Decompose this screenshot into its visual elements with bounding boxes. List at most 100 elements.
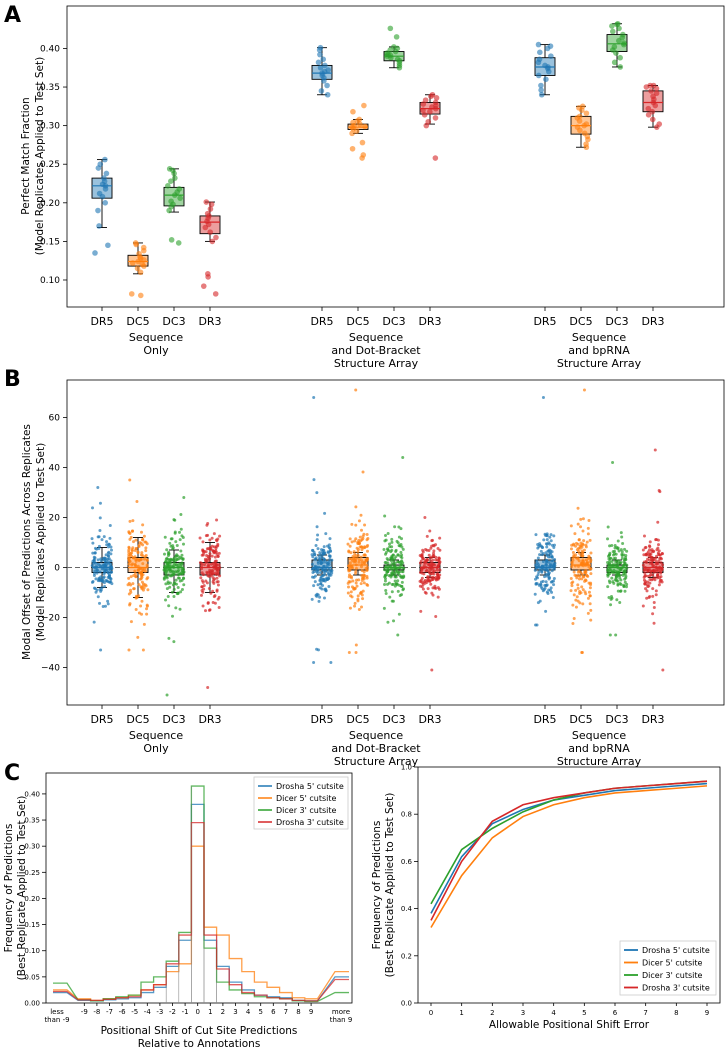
data-point <box>431 558 435 562</box>
data-point <box>424 565 428 569</box>
data-point <box>145 607 149 611</box>
data-point <box>657 583 661 587</box>
data-point <box>391 553 395 557</box>
data-point <box>142 557 146 561</box>
x-tick-label: DC3 <box>162 315 185 328</box>
data-point <box>400 580 404 584</box>
data-point <box>143 569 147 573</box>
data-point <box>397 566 401 570</box>
data-point <box>421 112 428 118</box>
data-point <box>209 591 213 595</box>
data-point <box>606 537 610 541</box>
data-point <box>94 577 98 581</box>
data-point <box>617 549 621 553</box>
data-point <box>656 546 660 550</box>
data-point <box>576 564 580 568</box>
data-point <box>350 595 354 599</box>
data-point <box>200 564 204 568</box>
data-point <box>312 550 316 554</box>
data-point <box>549 539 553 543</box>
data-point <box>396 579 400 583</box>
data-point <box>535 623 539 627</box>
panel-c-right-ylabel: Frequency of Predictions <box>371 821 383 950</box>
data-point <box>218 574 222 578</box>
data-point <box>402 566 406 570</box>
data-point <box>589 560 593 564</box>
y-tick-label: 0.35 <box>24 817 40 825</box>
data-point <box>653 448 657 452</box>
data-point <box>314 574 318 578</box>
data-point <box>110 548 114 552</box>
data-point <box>437 587 441 591</box>
data-point <box>581 588 585 592</box>
data-point <box>136 635 140 639</box>
data-point <box>386 570 390 574</box>
data-point <box>618 561 622 565</box>
data-point <box>360 559 364 563</box>
data-point <box>135 557 139 561</box>
data-point <box>131 546 135 550</box>
data-point <box>571 603 575 607</box>
data-point <box>168 178 174 184</box>
data-point <box>317 44 324 51</box>
data-point <box>133 555 137 559</box>
data-point <box>623 577 627 581</box>
group-label-line2: Only <box>143 344 169 357</box>
data-point <box>327 560 331 564</box>
data-point <box>538 91 545 98</box>
data-point <box>211 600 215 604</box>
data-point <box>569 547 573 551</box>
data-point <box>357 519 361 523</box>
data-point <box>203 199 210 205</box>
data-point <box>400 545 404 549</box>
data-point <box>326 550 330 554</box>
data-point <box>648 581 652 585</box>
data-point <box>210 571 214 575</box>
data-point <box>536 56 543 63</box>
data-point <box>428 565 432 569</box>
data-point <box>552 534 556 538</box>
data-point <box>140 530 143 534</box>
data-point <box>348 561 352 565</box>
data-point <box>96 595 100 599</box>
data-point <box>210 536 214 540</box>
data-point <box>95 207 101 214</box>
data-point <box>550 590 554 594</box>
data-point <box>347 564 351 568</box>
data-point <box>356 550 360 554</box>
data-point <box>538 87 544 93</box>
data-point <box>383 568 387 572</box>
y-tick-label: 0.25 <box>24 869 40 877</box>
data-point <box>423 516 427 519</box>
data-point <box>623 561 627 565</box>
data-point <box>145 603 149 607</box>
data-point <box>586 526 590 530</box>
data-point <box>393 563 397 567</box>
data-point <box>661 668 665 672</box>
group-label-line1: Sequence <box>572 729 626 742</box>
data-point <box>140 551 144 555</box>
data-point <box>202 587 206 591</box>
data-point <box>181 576 185 580</box>
data-point <box>390 572 394 576</box>
data-point <box>536 601 540 605</box>
data-point <box>107 580 111 584</box>
data-point <box>169 537 173 541</box>
data-point <box>140 612 144 616</box>
data-point <box>210 554 214 558</box>
data-point <box>652 556 656 560</box>
data-point <box>204 609 208 613</box>
data-point <box>216 580 220 584</box>
data-point <box>359 582 363 586</box>
group-label-line1: Sequence <box>572 331 626 344</box>
data-point <box>106 570 110 574</box>
group-label-line2: Only <box>143 742 169 755</box>
data-point <box>169 544 173 548</box>
data-point <box>358 545 362 549</box>
data-point <box>175 240 182 246</box>
y-tick-label: 0.6 <box>401 858 413 866</box>
data-point <box>399 527 403 531</box>
data-point <box>574 588 578 592</box>
data-point <box>543 575 547 579</box>
data-point <box>144 549 148 553</box>
